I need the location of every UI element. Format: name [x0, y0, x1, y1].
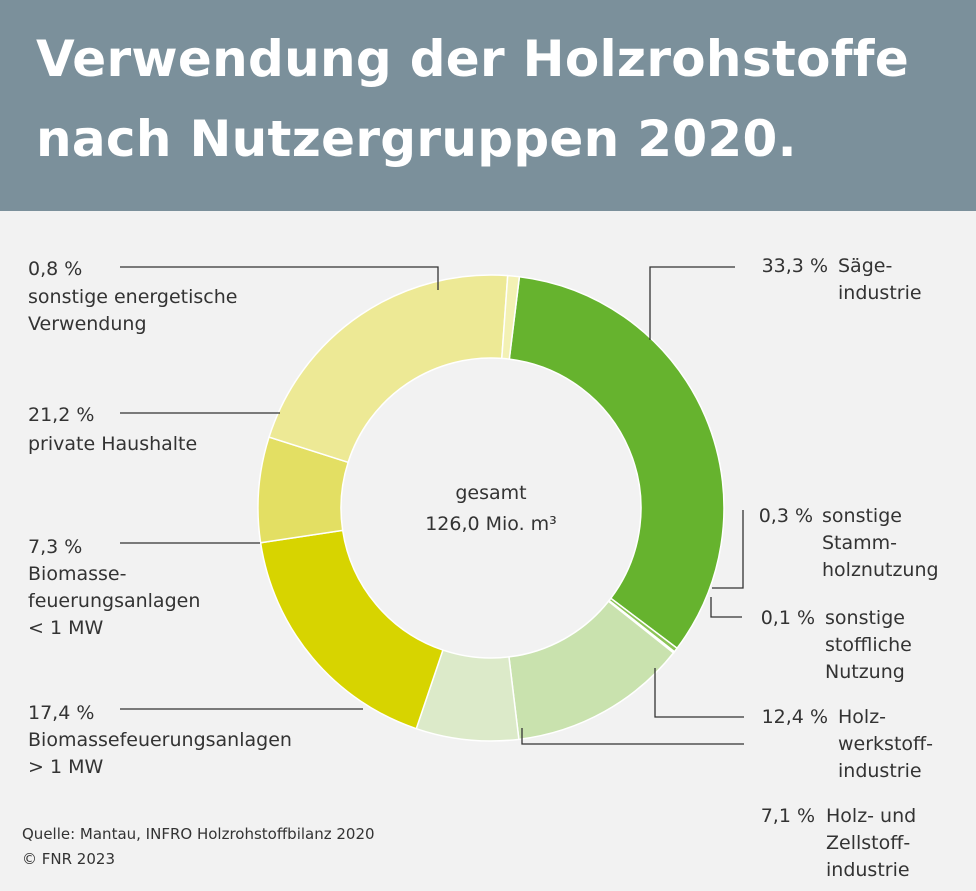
slice-value-label-4: 7,1 %: [761, 805, 815, 827]
slice-value-label-2: 0,1 %: [761, 607, 815, 629]
slice-category-label-3-1: werkstoff-: [838, 733, 933, 755]
slice-value-label-5: 17,4 %: [28, 702, 94, 724]
slice-category-label-2-2: Nutzung: [825, 661, 905, 683]
slice-category-label-2-1: stoffliche: [825, 634, 912, 656]
slice-category-label-3-2: industrie: [838, 760, 922, 782]
slice-category-label-5-0: Biomassefeuerungsanlagen: [28, 729, 292, 751]
chart-title-line-1: Verwendung der Holzrohstoffe: [36, 30, 910, 88]
leader-lines: [120, 266, 744, 745]
leader-line-0: [649, 266, 735, 340]
slice-category-label-6-1: feuerungsanlagen: [28, 590, 200, 612]
slice-category-label-8-1: Verwendung: [28, 313, 147, 335]
slice-category-label-2-0: sonstige: [825, 607, 905, 629]
center-label-total-value: 126,0 Mio. m³: [425, 513, 557, 535]
slice-category-label-1-2: holznutzung: [822, 559, 939, 581]
slice-value-label-1: 0,3 %: [759, 505, 813, 527]
slice-category-label-8-0: sonstige energetische: [28, 286, 237, 308]
slice-category-label-1-1: Stamm-: [822, 532, 897, 554]
donut-slice-7: [268, 274, 509, 464]
slice-category-label-0-1: industrie: [838, 282, 922, 304]
center-label-total-caption: gesamt: [455, 482, 526, 504]
slice-value-label-7: 21,2 %: [28, 404, 94, 426]
header-banner: Verwendung der Holzrohstoffe nach Nutzer…: [0, 0, 976, 211]
leader-line-3: [654, 668, 744, 718]
slice-value-label-0: 33,3 %: [762, 255, 828, 277]
slice-category-label-4-2: industrie: [826, 859, 910, 881]
slice-category-label-6-2: < 1 MW: [28, 617, 103, 639]
leader-line-8: [120, 266, 439, 290]
slice-category-label-0-0: Säge-: [838, 255, 892, 277]
slice-value-label-8: 0,8 %: [28, 258, 82, 280]
chart-title-line-2: nach Nutzergruppen 2020.: [36, 110, 797, 168]
donut-slice-0: [508, 275, 725, 650]
copyright-note: © FNR 2023: [22, 850, 115, 868]
source-note: Quelle: Mantau, INFRO Holzrohstoffbilanz…: [22, 825, 375, 843]
slice-labels: 33,3 % Säge-industrie 0,3 % sonstige Stamm-h…: [28, 255, 939, 881]
donut-slice-5: [259, 529, 444, 730]
slice-value-label-3: 12,4 %: [762, 706, 828, 728]
donut-slices: [257, 274, 725, 742]
leader-line-2: [710, 597, 742, 618]
slice-category-label-4-1: Zellstoff-: [826, 832, 910, 854]
slice-category-label-3-0: Holz-: [838, 706, 886, 728]
leader-line-1: [712, 510, 744, 589]
slice-category-label-1-0: sonstige: [822, 505, 902, 527]
slice-category-label-7-0: private Haushalte: [28, 433, 197, 455]
donut-slice-8: [500, 274, 521, 360]
slice-category-label-4-0: Holz- und: [826, 805, 916, 827]
slice-value-label-6: 7,3 %: [28, 536, 82, 558]
leader-line-4: [521, 728, 744, 745]
slice-category-label-6-0: Biomasse-: [28, 563, 126, 585]
slice-category-label-5-1: > 1 MW: [28, 756, 103, 778]
